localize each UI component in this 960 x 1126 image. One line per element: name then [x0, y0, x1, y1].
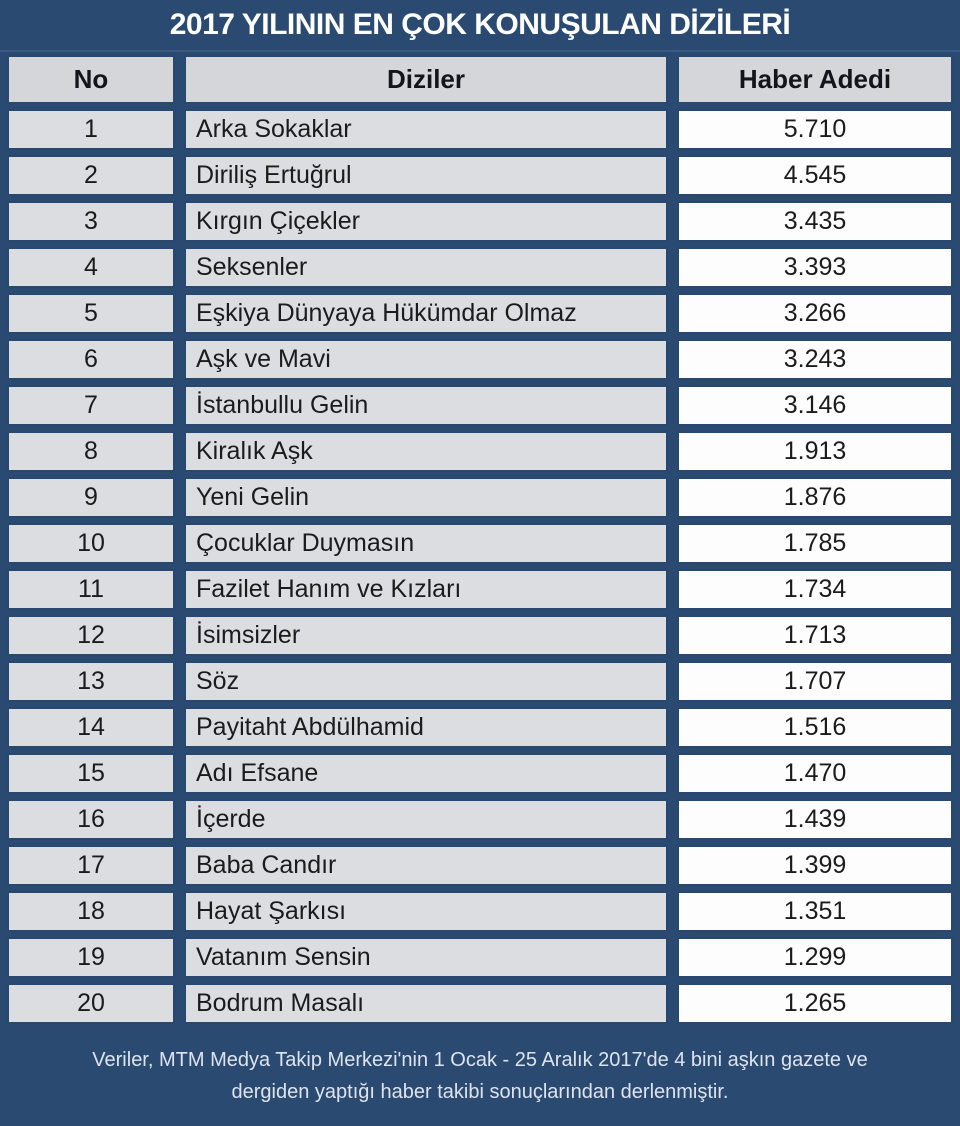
row-no: 13 [7, 661, 175, 702]
row-news-count: 1.516 [677, 707, 953, 748]
row-series-name: Kırgın Çiçekler [184, 201, 668, 242]
series-table: No Diziler Haber Adedi 1 Arka Sokaklar 5.7… [0, 52, 960, 1030]
row-no: 11 [7, 569, 175, 610]
row-news-count: 1.707 [677, 661, 953, 702]
row-series-name: Aşk ve Mavi [184, 339, 668, 380]
row-news-count: 1.785 [677, 523, 953, 564]
row-series-name: Adı Efsane [184, 753, 668, 794]
row-no: 18 [7, 891, 175, 932]
row-news-count: 1.713 [677, 615, 953, 656]
row-no: 3 [7, 201, 175, 242]
row-series-name: Eşkiya Dünyaya Hükümdar Olmaz [184, 293, 668, 334]
row-news-count: 1.876 [677, 477, 953, 518]
row-news-count: 3.146 [677, 385, 953, 426]
column-header-diziler: Diziler [184, 55, 668, 104]
row-series-name: Kiralık Aşk [184, 431, 668, 472]
row-no: 15 [7, 753, 175, 794]
row-series-name: Arka Sokaklar [184, 109, 668, 150]
row-no: 7 [7, 385, 175, 426]
row-series-name: Payitaht Abdülhamid [184, 707, 668, 748]
row-news-count: 3.243 [677, 339, 953, 380]
row-news-count: 1.299 [677, 937, 953, 978]
row-series-name: İstanbullu Gelin [184, 385, 668, 426]
column-header-haber-adedi: Haber Adedi [677, 55, 953, 104]
row-no: 12 [7, 615, 175, 656]
footer-line-1: Veriler, MTM Medya Takip Merkezi'nin 1 O… [92, 1049, 868, 1071]
row-no: 4 [7, 247, 175, 288]
row-series-name: Hayat Şarkısı [184, 891, 668, 932]
row-no: 19 [7, 937, 175, 978]
row-series-name: Baba Candır [184, 845, 668, 886]
row-news-count: 1.913 [677, 431, 953, 472]
footer-line-2: dergiden yaptığı haber takibi sonuçların… [231, 1081, 729, 1103]
row-no: 9 [7, 477, 175, 518]
row-news-count: 1.399 [677, 845, 953, 886]
row-news-count: 5.710 [677, 109, 953, 150]
row-series-name: Vatanım Sensin [184, 937, 668, 978]
row-series-name: Fazilet Hanım ve Kızları [184, 569, 668, 610]
row-news-count: 1.734 [677, 569, 953, 610]
row-no: 14 [7, 707, 175, 748]
row-news-count: 3.393 [677, 247, 953, 288]
row-no: 10 [7, 523, 175, 564]
row-news-count: 1.470 [677, 753, 953, 794]
row-no: 5 [7, 293, 175, 334]
row-series-name: Yeni Gelin [184, 477, 668, 518]
column-header-no: No [7, 55, 175, 104]
row-news-count: 1.351 [677, 891, 953, 932]
footer-note: Veriler, MTM Medya Takip Merkezi'nin 1 O… [0, 1030, 960, 1126]
row-no: 2 [7, 155, 175, 196]
row-series-name: Söz [184, 661, 668, 702]
row-series-name: Seksenler [184, 247, 668, 288]
row-no: 8 [7, 431, 175, 472]
row-series-name: Bodrum Masalı [184, 983, 668, 1024]
page-title: 2017 YILININ EN ÇOK KONUŞULAN DİZİLERİ [0, 0, 960, 52]
row-no: 16 [7, 799, 175, 840]
row-news-count: 3.266 [677, 293, 953, 334]
row-news-count: 4.545 [677, 155, 953, 196]
row-no: 1 [7, 109, 175, 150]
row-series-name: İçerde [184, 799, 668, 840]
row-no: 20 [7, 983, 175, 1024]
row-no: 17 [7, 845, 175, 886]
row-news-count: 1.265 [677, 983, 953, 1024]
row-series-name: İsimsizler [184, 615, 668, 656]
row-news-count: 3.435 [677, 201, 953, 242]
row-no: 6 [7, 339, 175, 380]
row-series-name: Çocuklar Duymasın [184, 523, 668, 564]
row-series-name: Diriliş Ertuğrul [184, 155, 668, 196]
row-news-count: 1.439 [677, 799, 953, 840]
